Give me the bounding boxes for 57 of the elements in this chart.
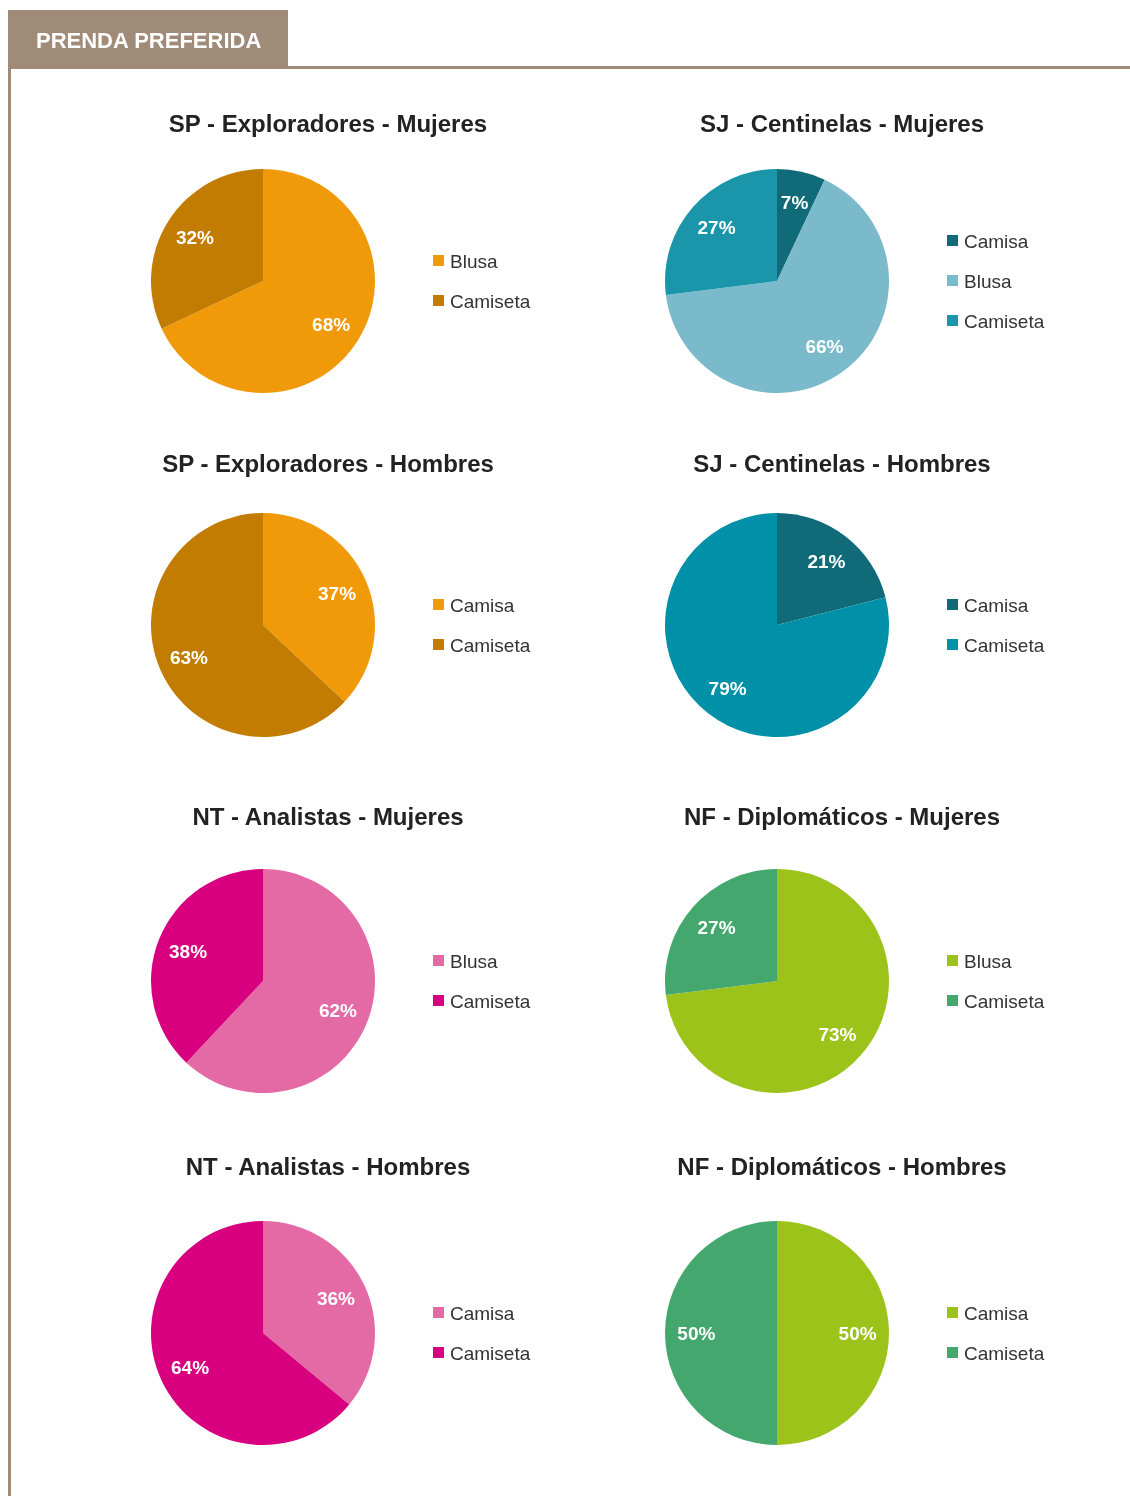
legend-label: Camisa [964,230,1029,252]
chart-title: NF - Diplomáticos - Hombres [677,1153,1007,1180]
legend-label: Camiseta [450,990,531,1012]
pie-slice [263,513,375,702]
legend-label: Camiseta [450,1342,531,1364]
pie-slice [151,169,263,329]
chart-title: SP - Exploradores - Mujeres [168,110,488,137]
chart-title: SP - Exploradores - Hombres [162,450,494,477]
pie-slice [151,869,263,1063]
legend-label: Camisa [964,1302,1029,1324]
legend-label: Camisa [450,1302,515,1324]
legend-label: Blusa [450,950,498,972]
pie-slice [665,869,889,1093]
data-label: 27% [697,217,736,239]
legend-label: Camisa [450,594,515,616]
data-label: 50% [838,1322,877,1344]
legend-label: Camiseta [964,634,1045,656]
pie-slice [777,1221,889,1445]
data-label: 73% [818,1023,857,1045]
pie-slice [665,169,777,296]
pie-slice [665,1221,777,1445]
legend-label: Camiseta [450,290,531,312]
pie-slice [161,169,375,393]
data-label: 7% [780,191,809,213]
legend-label: Blusa [450,250,498,272]
data-label: 64% [171,1356,210,1378]
pie-slice [665,869,777,996]
pie-slice [777,513,886,625]
pie-slice [665,513,889,737]
legend-label: Camiseta [964,310,1045,332]
data-label: 32% [175,227,215,249]
legend-label: Camisa [964,594,1029,616]
data-label: 37% [317,582,357,604]
chart-title: NT - Analistas - Hombres [185,1153,471,1180]
data-label: 36% [316,1288,356,1310]
legend-label: Blusa [964,950,1012,972]
data-label: 21% [807,550,846,572]
data-label: 27% [697,917,736,939]
legend-label: Blusa [964,270,1012,292]
data-label: 63% [169,646,209,668]
data-label: 50% [677,1322,716,1344]
pie-slice [263,1221,375,1405]
legend-label: Camiseta [964,1342,1045,1364]
data-label: 38% [169,940,208,962]
data-label: 68% [312,313,351,335]
chart-title: NT - Analistas - Mujeres [192,803,464,830]
pie-slice [665,179,889,393]
text: PRENDA PREFERIDA [36,28,262,53]
data-label: 79% [708,678,747,700]
data-label: 62% [318,1000,358,1022]
chart-title: SJ - Centinelas - Mujeres [699,110,985,137]
chart-title: SJ - Centinelas - Hombres [693,450,991,477]
chart-title: NF - Diplomáticos - Mujeres [683,803,1001,830]
pie-slice [777,169,825,281]
data-label: 66% [805,335,844,357]
legend-label: Camiseta [964,990,1045,1012]
legend-label: Camiseta [450,634,531,656]
